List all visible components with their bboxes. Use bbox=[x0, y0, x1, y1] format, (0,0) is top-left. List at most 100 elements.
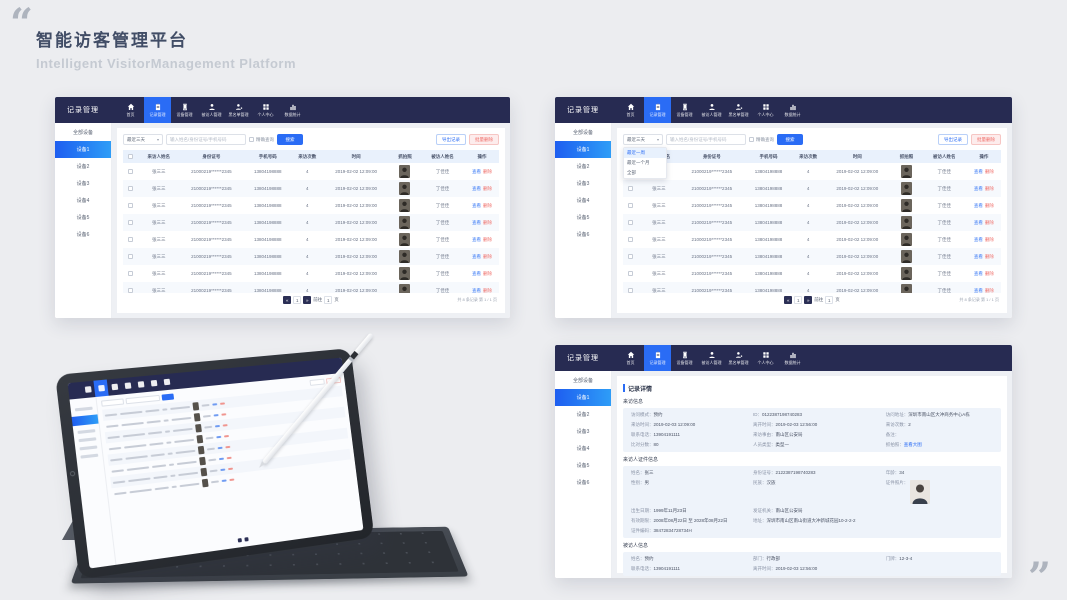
prev-page-button[interactable]: « bbox=[283, 296, 292, 304]
delete-link[interactable]: 删除 bbox=[984, 236, 994, 242]
delete-link[interactable]: 删除 bbox=[483, 236, 493, 242]
snapshot-photo[interactable] bbox=[399, 182, 410, 195]
nav-item-blacklist[interactable]: 黑名单管理 bbox=[225, 97, 252, 123]
nav-item-statistics[interactable]: 数据统计 bbox=[279, 97, 306, 123]
batch-delete-button[interactable]: 批量删除 bbox=[971, 134, 1001, 145]
nav-item-profile[interactable]: 个人中心 bbox=[752, 97, 779, 123]
snapshot-photo[interactable] bbox=[399, 267, 410, 280]
dropdown-option-week[interactable]: 最近一周 bbox=[624, 148, 666, 158]
sidebar-item-device1[interactable]: 设备1 bbox=[55, 141, 111, 158]
page-jump-input[interactable]: 1 bbox=[324, 296, 333, 304]
row-checkbox[interactable] bbox=[128, 253, 134, 259]
nav-item-devices[interactable]: 设备管理 bbox=[671, 345, 698, 371]
search-button[interactable]: 搜索 bbox=[277, 134, 303, 145]
batch-delete-button[interactable]: 批量删除 bbox=[469, 134, 499, 145]
sidebar-item-all-devices[interactable]: 全部设备 bbox=[572, 130, 593, 136]
nav-item-profile[interactable]: 个人中心 bbox=[252, 97, 279, 123]
view-link[interactable]: 查看 bbox=[973, 168, 983, 174]
row-checkbox[interactable] bbox=[128, 270, 134, 276]
snapshot-photo[interactable] bbox=[901, 182, 912, 195]
sidebar-item-device3[interactable]: 设备3 bbox=[76, 181, 90, 187]
row-checkbox[interactable] bbox=[628, 202, 634, 208]
view-link[interactable]: 查看 bbox=[472, 219, 482, 225]
nav-item-records[interactable]: 记录管理 bbox=[144, 97, 171, 123]
snapshot-photo[interactable] bbox=[901, 267, 912, 280]
row-checkbox[interactable] bbox=[628, 236, 634, 242]
sidebar-item-device6[interactable]: 设备6 bbox=[576, 480, 590, 486]
delete-link[interactable]: 删除 bbox=[984, 287, 994, 293]
snapshot-photo[interactable] bbox=[901, 250, 912, 263]
row-checkbox[interactable] bbox=[128, 219, 134, 225]
sidebar-item-device4[interactable]: 设备4 bbox=[576, 446, 590, 452]
row-checkbox[interactable] bbox=[128, 168, 134, 174]
delete-link[interactable]: 删除 bbox=[984, 202, 994, 208]
snapshot-photo[interactable] bbox=[901, 199, 912, 212]
view-link[interactable]: 查看 bbox=[472, 270, 482, 276]
exact-query-checkbox[interactable]: 精确查询 bbox=[749, 137, 774, 143]
sidebar-item-device4[interactable]: 设备4 bbox=[576, 198, 590, 204]
sidebar-item-device1[interactable]: 设备1 bbox=[555, 389, 611, 406]
view-link[interactable]: 查看 bbox=[472, 253, 482, 259]
sidebar-item-device6[interactable]: 设备6 bbox=[576, 232, 590, 238]
sidebar-item-device1[interactable]: 设备1 bbox=[555, 141, 611, 158]
nav-item-visitees[interactable]: 被访人管理 bbox=[698, 345, 725, 371]
row-checkbox[interactable] bbox=[128, 236, 134, 242]
sidebar-item-all-devices[interactable]: 全部设备 bbox=[572, 378, 593, 384]
snapshot-photo[interactable] bbox=[901, 216, 912, 229]
row-checkbox[interactable] bbox=[128, 185, 134, 191]
dropdown-option-month[interactable]: 最近一个月 bbox=[624, 158, 666, 168]
search-button[interactable]: 搜索 bbox=[777, 134, 803, 145]
nav-item-statistics[interactable]: 数据统计 bbox=[779, 97, 806, 123]
delete-link[interactable]: 删除 bbox=[483, 202, 493, 208]
sidebar-item-device3[interactable]: 设备3 bbox=[576, 181, 590, 187]
delete-link[interactable]: 删除 bbox=[483, 219, 493, 225]
view-link[interactable]: 查看 bbox=[472, 168, 482, 174]
delete-link[interactable]: 删除 bbox=[984, 270, 994, 276]
snapshot-photo[interactable] bbox=[399, 216, 410, 229]
view-link[interactable]: 查看 bbox=[973, 185, 983, 191]
snapshot-photo[interactable] bbox=[901, 284, 912, 293]
nav-item-visitees[interactable]: 被访人管理 bbox=[198, 97, 225, 123]
view-link[interactable]: 查看 bbox=[472, 236, 482, 242]
sidebar-item-device2[interactable]: 设备2 bbox=[76, 164, 90, 170]
sidebar-item-device2[interactable]: 设备2 bbox=[576, 164, 590, 170]
nav-item-home[interactable]: 首页 bbox=[617, 345, 644, 371]
sidebar-item-device4[interactable]: 设备4 bbox=[76, 198, 90, 204]
nav-item-profile[interactable]: 个人中心 bbox=[752, 345, 779, 371]
search-input[interactable]: 输入姓名/身份证号/手机号码 bbox=[666, 134, 746, 145]
nav-item-visitees[interactable]: 被访人管理 bbox=[698, 97, 725, 123]
row-checkbox[interactable] bbox=[628, 253, 634, 259]
snapshot-photo[interactable] bbox=[399, 233, 410, 246]
view-link[interactable]: 查看 bbox=[973, 270, 983, 276]
view-link[interactable]: 查看 bbox=[472, 185, 482, 191]
delete-link[interactable]: 删除 bbox=[483, 270, 493, 276]
row-checkbox[interactable] bbox=[628, 270, 634, 276]
sidebar-item-device5[interactable]: 设备5 bbox=[76, 215, 90, 221]
view-large-image-link[interactable]: 查看大图 bbox=[903, 442, 922, 447]
delete-link[interactable]: 删除 bbox=[483, 185, 493, 191]
row-checkbox[interactable] bbox=[128, 287, 134, 293]
row-checkbox[interactable] bbox=[628, 185, 634, 191]
delete-link[interactable]: 删除 bbox=[483, 168, 493, 174]
select-all-checkbox[interactable] bbox=[128, 153, 134, 159]
delete-link[interactable]: 删除 bbox=[984, 185, 994, 191]
nav-item-devices[interactable]: 设备管理 bbox=[671, 97, 698, 123]
delete-link[interactable]: 删除 bbox=[984, 253, 994, 259]
nav-item-home[interactable]: 首页 bbox=[117, 97, 144, 123]
nav-item-devices[interactable]: 设备管理 bbox=[171, 97, 198, 123]
nav-item-home[interactable]: 首页 bbox=[617, 97, 644, 123]
export-records-button[interactable]: 导出记录 bbox=[436, 134, 466, 145]
page-jump-input[interactable]: 1 bbox=[825, 296, 834, 304]
prev-page-button[interactable]: « bbox=[784, 296, 793, 304]
nav-item-records[interactable]: 记录管理 bbox=[644, 345, 671, 371]
row-checkbox[interactable] bbox=[128, 202, 134, 208]
date-filter-select[interactable]: 最近三天 ▾ bbox=[623, 134, 663, 145]
snapshot-photo[interactable] bbox=[399, 165, 410, 178]
row-checkbox[interactable] bbox=[628, 219, 634, 225]
view-link[interactable]: 查看 bbox=[973, 287, 983, 293]
view-link[interactable]: 查看 bbox=[973, 253, 983, 259]
page-number[interactable]: 1 bbox=[794, 296, 803, 304]
exact-query-checkbox[interactable]: 精确查询 bbox=[249, 137, 274, 143]
view-link[interactable]: 查看 bbox=[973, 236, 983, 242]
nav-item-blacklist[interactable]: 黑名单管理 bbox=[725, 345, 752, 371]
